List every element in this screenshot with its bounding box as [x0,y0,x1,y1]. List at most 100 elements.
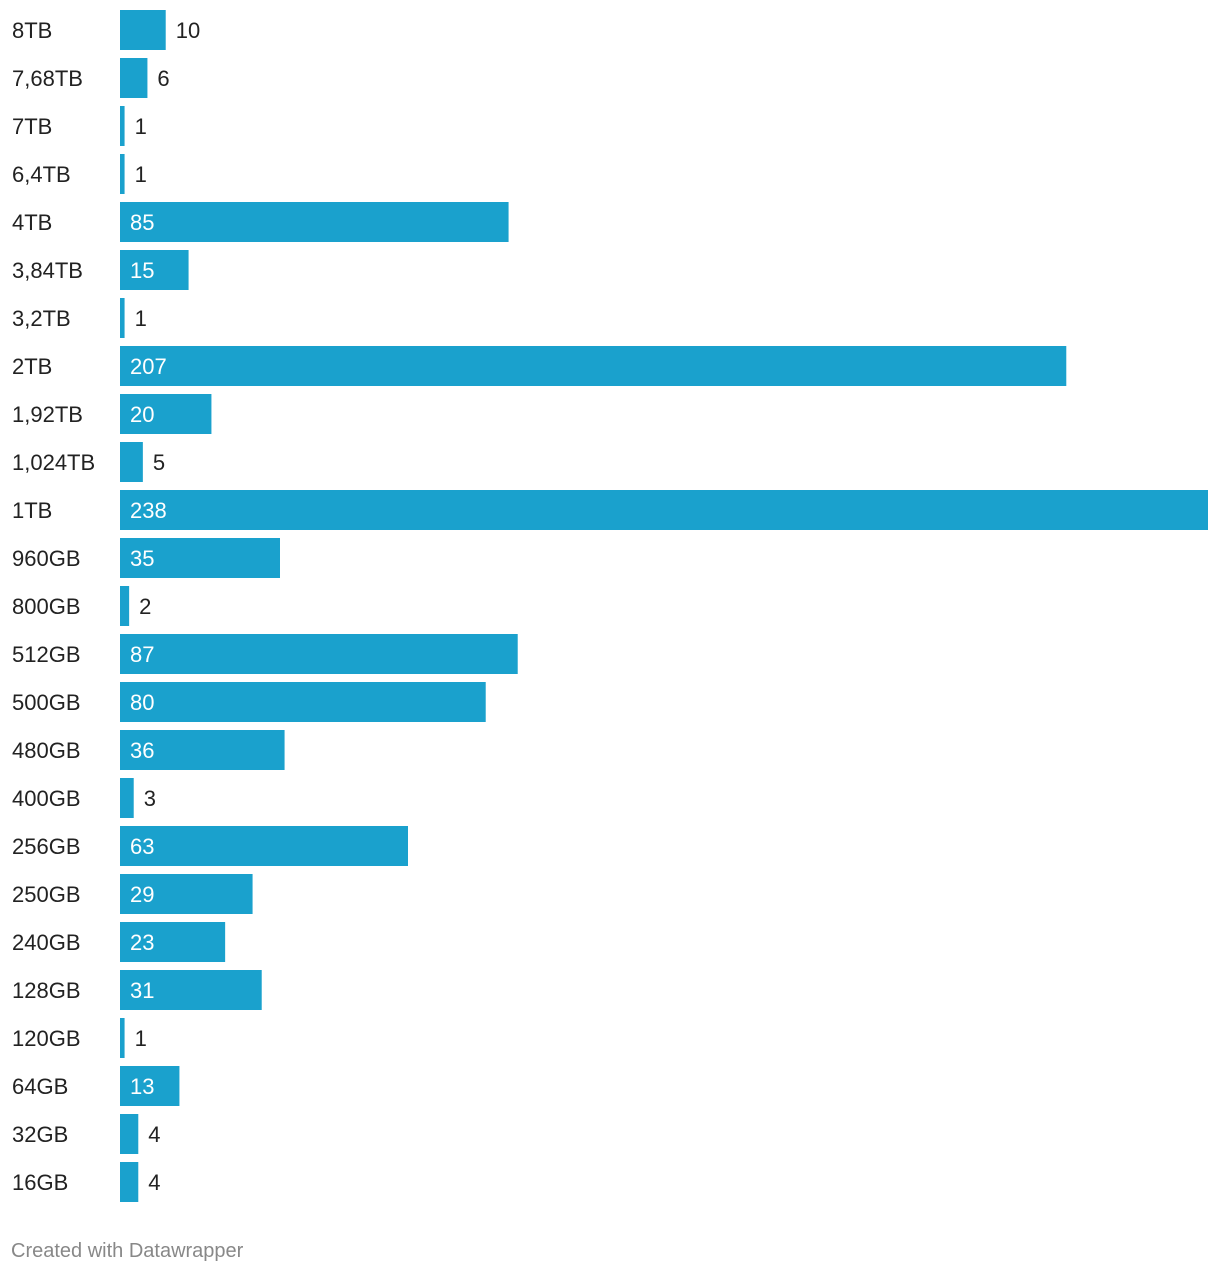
category-label: 1,024TB [12,450,95,475]
category-label: 128GB [12,978,81,1003]
value-label: 13 [130,1074,154,1099]
bar-row: 7,68TB 6 [12,58,170,98]
category-label: 800GB [12,594,81,619]
bar [120,826,408,866]
category-label: 500GB [12,690,81,715]
bar [120,778,134,818]
category-label: 2TB [12,354,52,379]
bar-row: 3,84TB 15 [12,250,189,290]
value-label: 1 [135,1026,147,1051]
bar-row: 400GB 3 [12,778,156,818]
bar-row: 7TB 1 [12,106,147,146]
bar [120,874,253,914]
bar-row: 120GB 1 [12,1018,147,1058]
category-label: 250GB [12,882,81,907]
value-label: 36 [130,738,154,763]
category-label: 6,4TB [12,162,71,187]
bar-row: 2TB 207 [12,346,1067,386]
bar [120,922,226,962]
value-label: 1 [135,162,147,187]
value-label: 63 [130,834,154,859]
value-label: 207 [130,354,167,379]
value-label: 10 [176,18,200,43]
bar [120,1066,180,1106]
category-label: 960GB [12,546,81,571]
bar-row: 960GB 35 [12,538,280,578]
bar-row: 240GB 23 [12,922,226,962]
bar-row: 4TB 85 [12,202,509,242]
value-label: 87 [130,642,154,667]
category-label: 400GB [12,786,81,811]
category-label: 120GB [12,1026,81,1051]
bar [120,202,509,242]
bar-row: 500GB 80 [12,682,486,722]
bar-row: 480GB 36 [12,730,285,770]
category-label: 7,68TB [12,66,83,91]
value-label: 2 [139,594,151,619]
bar [120,298,125,338]
category-label: 1,92TB [12,402,83,427]
bar-row: 1TB 238 [12,490,1208,530]
category-label: 3,2TB [12,306,71,331]
bar-row: 1,92TB 20 [12,394,212,434]
value-label: 35 [130,546,154,571]
bar [120,1162,139,1202]
category-label: 256GB [12,834,81,859]
category-label: 64GB [12,1074,68,1099]
value-label: 29 [130,882,154,907]
bar-row: 6,4TB 1 [12,154,147,194]
category-label: 8TB [12,18,52,43]
category-label: 7TB [12,114,52,139]
value-label: 23 [130,930,154,955]
bar-row: 512GB 87 [12,634,518,674]
bar-row: 250GB 29 [12,874,253,914]
category-label: 4TB [12,210,52,235]
bar-row: 8TB 10 [12,10,200,50]
bar-row: 3,2TB 1 [12,298,147,338]
bar [120,538,280,578]
category-label: 512GB [12,642,81,667]
category-label: 240GB [12,930,81,955]
bar-row: 128GB 31 [12,970,262,1010]
bar [120,154,125,194]
bar [120,586,130,626]
value-label: 3 [144,786,156,811]
bar [120,10,166,50]
bar [120,1114,139,1154]
bar [120,58,148,98]
value-label: 80 [130,690,154,715]
bar-row: 256GB 63 [12,826,408,866]
value-label: 85 [130,210,154,235]
value-label: 1 [135,306,147,331]
value-label: 15 [130,258,154,283]
bar [120,250,189,290]
value-label: 4 [148,1122,160,1147]
bar [120,1018,125,1058]
category-label: 480GB [12,738,81,763]
value-label: 4 [148,1170,160,1195]
bar [120,730,285,770]
category-label: 16GB [12,1170,68,1195]
bar [120,346,1067,386]
value-label: 20 [130,402,154,427]
bar [120,442,143,482]
bar-row: 16GB 4 [12,1162,161,1202]
category-label: 1TB [12,498,52,523]
bar-row: 64GB 13 [12,1066,180,1106]
category-label: 3,84TB [12,258,83,283]
bar-row: 800GB 2 [12,586,151,626]
footer-credit: Created with Datawrapper [11,1240,244,1262]
bar [120,106,125,146]
bar-row: 32GB 4 [12,1114,161,1154]
bar [120,634,518,674]
bar-row: 1,024TB 5 [12,442,165,482]
value-label: 238 [130,498,167,523]
value-label: 6 [157,66,169,91]
value-label: 31 [130,978,154,1003]
value-label: 5 [153,450,165,475]
bar [120,490,1208,530]
bar [120,970,262,1010]
bar [120,394,212,434]
bar [120,682,486,722]
